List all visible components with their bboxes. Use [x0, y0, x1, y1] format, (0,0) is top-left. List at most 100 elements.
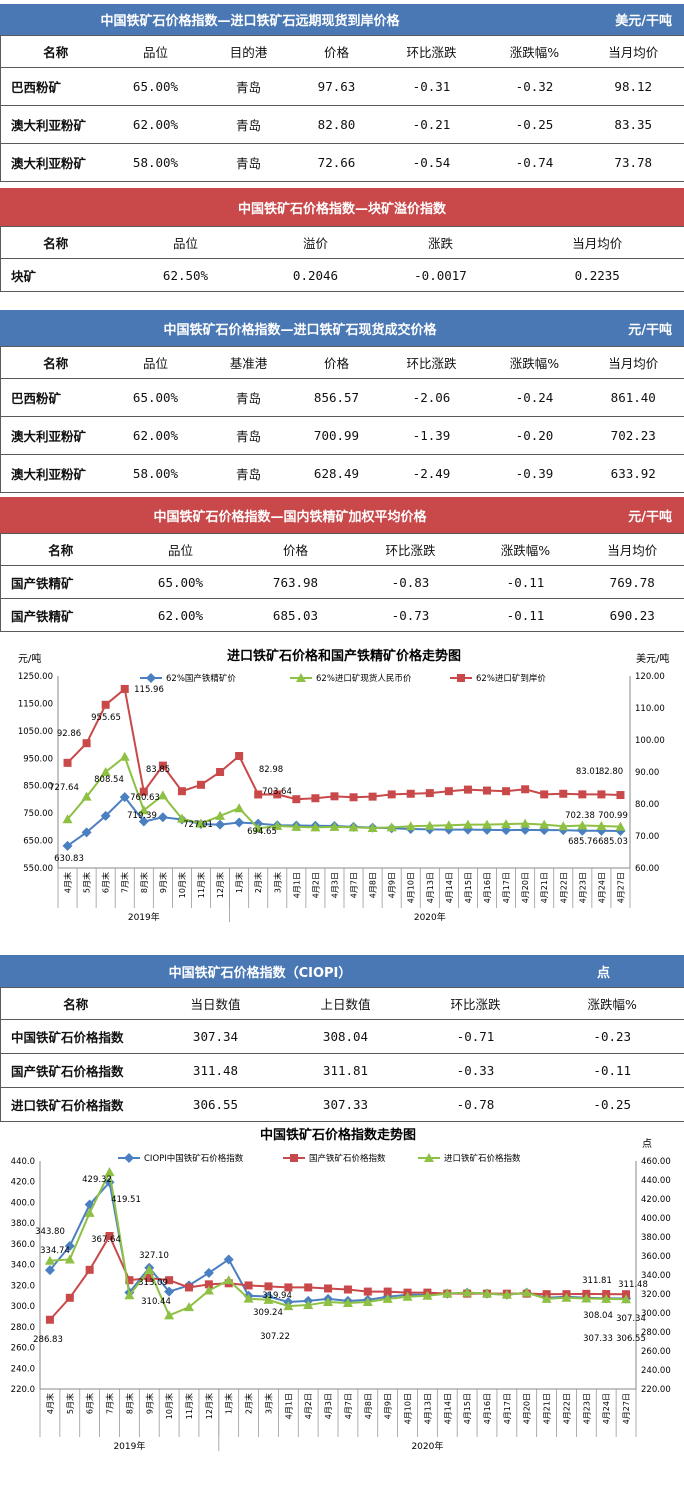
data-point — [462, 1287, 473, 1297]
x-tick-label: 8月末 — [139, 872, 149, 893]
table1: 名称 品位 目的港 价格 环比涨跌 涨跌幅% 当月均价 巴西粉矿 65.00% … — [0, 35, 684, 182]
x-tick-label: 10月末 — [177, 872, 187, 898]
data-point — [462, 824, 473, 835]
table-row: 国产铁精矿 65.00% 763.98 -0.83 -0.11 769.78 — [0, 565, 684, 599]
data-point — [100, 810, 111, 821]
row-name: 进口铁矿石价格指数 — [0, 1087, 151, 1122]
table3-col-change: 环比涨跌 — [376, 346, 487, 379]
x-tick-label: 4月15日 — [463, 1393, 472, 1424]
y-tick-label: 360.0 — [11, 1240, 35, 1250]
x-tick-label: 4月9日 — [388, 872, 397, 898]
table2-col-premium: 溢价 — [260, 226, 371, 259]
data-point — [444, 787, 453, 796]
row-grade: 62.00% — [120, 598, 241, 632]
year-label-2019: 2019年 — [113, 1440, 145, 1452]
row-port: 青岛 — [200, 416, 297, 455]
row-grade: 65.00% — [120, 565, 241, 599]
x-tick-label: 6月末 — [85, 1393, 95, 1414]
x-tick-label: 4月22日 — [562, 1393, 571, 1424]
data-point — [124, 1153, 134, 1163]
table5-unit: 点 — [596, 965, 610, 981]
row-avg: 690.23 — [580, 598, 684, 632]
y-tick-label: 220.0 — [11, 1385, 35, 1395]
data-label: 334.74 — [40, 1246, 70, 1256]
data-point — [502, 787, 511, 796]
data-point — [120, 684, 129, 693]
y2-tick-label: 240.00 — [641, 1366, 671, 1376]
x-tick-label: 12月末 — [215, 872, 225, 898]
table3-col-avg: 当月均价 — [582, 346, 684, 379]
y-tick-label: 280.0 — [11, 1323, 35, 1333]
data-point — [387, 790, 396, 799]
data-point — [482, 819, 492, 829]
table-row: 进口铁矿石价格指数 306.55 307.33 -0.78 -0.25 — [0, 1087, 684, 1122]
data-point — [581, 1293, 592, 1303]
data-point — [578, 790, 587, 799]
data-point — [243, 1293, 254, 1303]
table2-col-grade: 品位 — [110, 226, 261, 259]
x-tick-label: 12月末 — [204, 1393, 214, 1419]
data-point — [62, 840, 73, 851]
data-label: 703.64 — [262, 787, 292, 797]
row-grade: 58.00% — [110, 143, 201, 182]
data-point — [539, 825, 550, 836]
data-label: 419.51 — [111, 1195, 141, 1205]
x-tick-label: 4月17日 — [503, 1393, 512, 1424]
x-tick-label: 4月15日 — [464, 872, 473, 903]
data-point — [324, 1284, 333, 1293]
table3-col-grade: 品位 — [110, 346, 201, 379]
data-point — [577, 825, 588, 836]
index-trend-chart: 中国铁矿石价格指数走势图点440.0420.0400.0380.0360.034… — [11, 1127, 671, 1452]
data-point — [342, 1297, 353, 1307]
table1-header-row: 名称 品位 目的港 价格 环比涨跌 涨跌幅% 当月均价 — [0, 35, 684, 68]
data-point — [540, 790, 549, 799]
table2: 名称 品位 溢价 涨跌 当月均价 块矿 62.50% 0.2046 -0.001… — [0, 226, 684, 292]
data-point — [101, 700, 110, 709]
data-point — [157, 812, 168, 823]
data-point — [349, 793, 358, 802]
y-tick-label: 260.0 — [11, 1344, 35, 1354]
data-point — [402, 1291, 413, 1301]
table5-header-row: 名称 当日数值 上日数值 环比涨跌 涨跌幅% — [0, 987, 684, 1020]
data-label: 727.01 — [183, 820, 213, 830]
y-tick-label: 1150.00 — [18, 699, 53, 709]
data-point — [616, 791, 625, 800]
table5-col-yesterday: 上日数值 — [280, 987, 411, 1020]
table5: 名称 当日数值 上日数值 环比涨跌 涨跌幅% 中国铁矿石价格指数 307.34 … — [0, 987, 684, 1122]
x-tick-label: 5月末 — [65, 1393, 75, 1414]
data-point — [520, 818, 531, 828]
y2-tick-label: 360.00 — [641, 1252, 671, 1262]
table4-unit: 元/干吨 — [628, 509, 672, 525]
y-tick-label: 1050.00 — [18, 727, 53, 737]
x-tick-label: 7月末 — [105, 1393, 115, 1414]
y-tick-label: 550.00 — [23, 864, 53, 874]
y-tick-label: 1250.00 — [18, 672, 53, 682]
x-tick-label: 4月1日 — [284, 1393, 293, 1419]
data-label: 286.83 — [33, 1335, 63, 1345]
data-label: 702.38 — [565, 811, 595, 821]
data-point — [100, 767, 111, 776]
row-pct: -0.39 — [486, 454, 583, 493]
table4-header-row: 名称 品位 价格 环比涨跌 涨跌幅% 当月均价 — [0, 533, 684, 566]
data-point — [406, 789, 415, 798]
table-row: 澳大利亚粉矿 58.00% 青岛 628.49 -2.49 -0.39 633.… — [0, 454, 684, 493]
data-point — [125, 1276, 134, 1285]
x-tick-label: 11月末 — [196, 872, 206, 898]
x-tick-label: 2月末 — [253, 872, 263, 893]
data-point — [203, 1267, 214, 1278]
data-point — [244, 1281, 253, 1290]
data-label: 311.81 — [582, 1276, 612, 1286]
row-today: 306.55 — [150, 1087, 281, 1122]
data-label: 310.44 — [141, 1297, 171, 1307]
y-tick-label: 400.0 — [11, 1198, 35, 1208]
data-point — [382, 1293, 393, 1303]
data-point — [443, 824, 454, 835]
y2-tick-label: 320.00 — [641, 1290, 671, 1300]
data-point — [303, 1300, 314, 1310]
x-tick-label: 4月23日 — [582, 1393, 591, 1424]
table2-header-row: 名称 品位 溢价 涨跌 当月均价 — [0, 226, 684, 259]
data-point — [84, 1207, 95, 1217]
table1-header: 中国铁矿石价格指数—进口铁矿石远期现货到岸价格 美元/干吨 — [0, 4, 684, 35]
data-point — [296, 673, 306, 682]
data-point — [119, 792, 130, 803]
